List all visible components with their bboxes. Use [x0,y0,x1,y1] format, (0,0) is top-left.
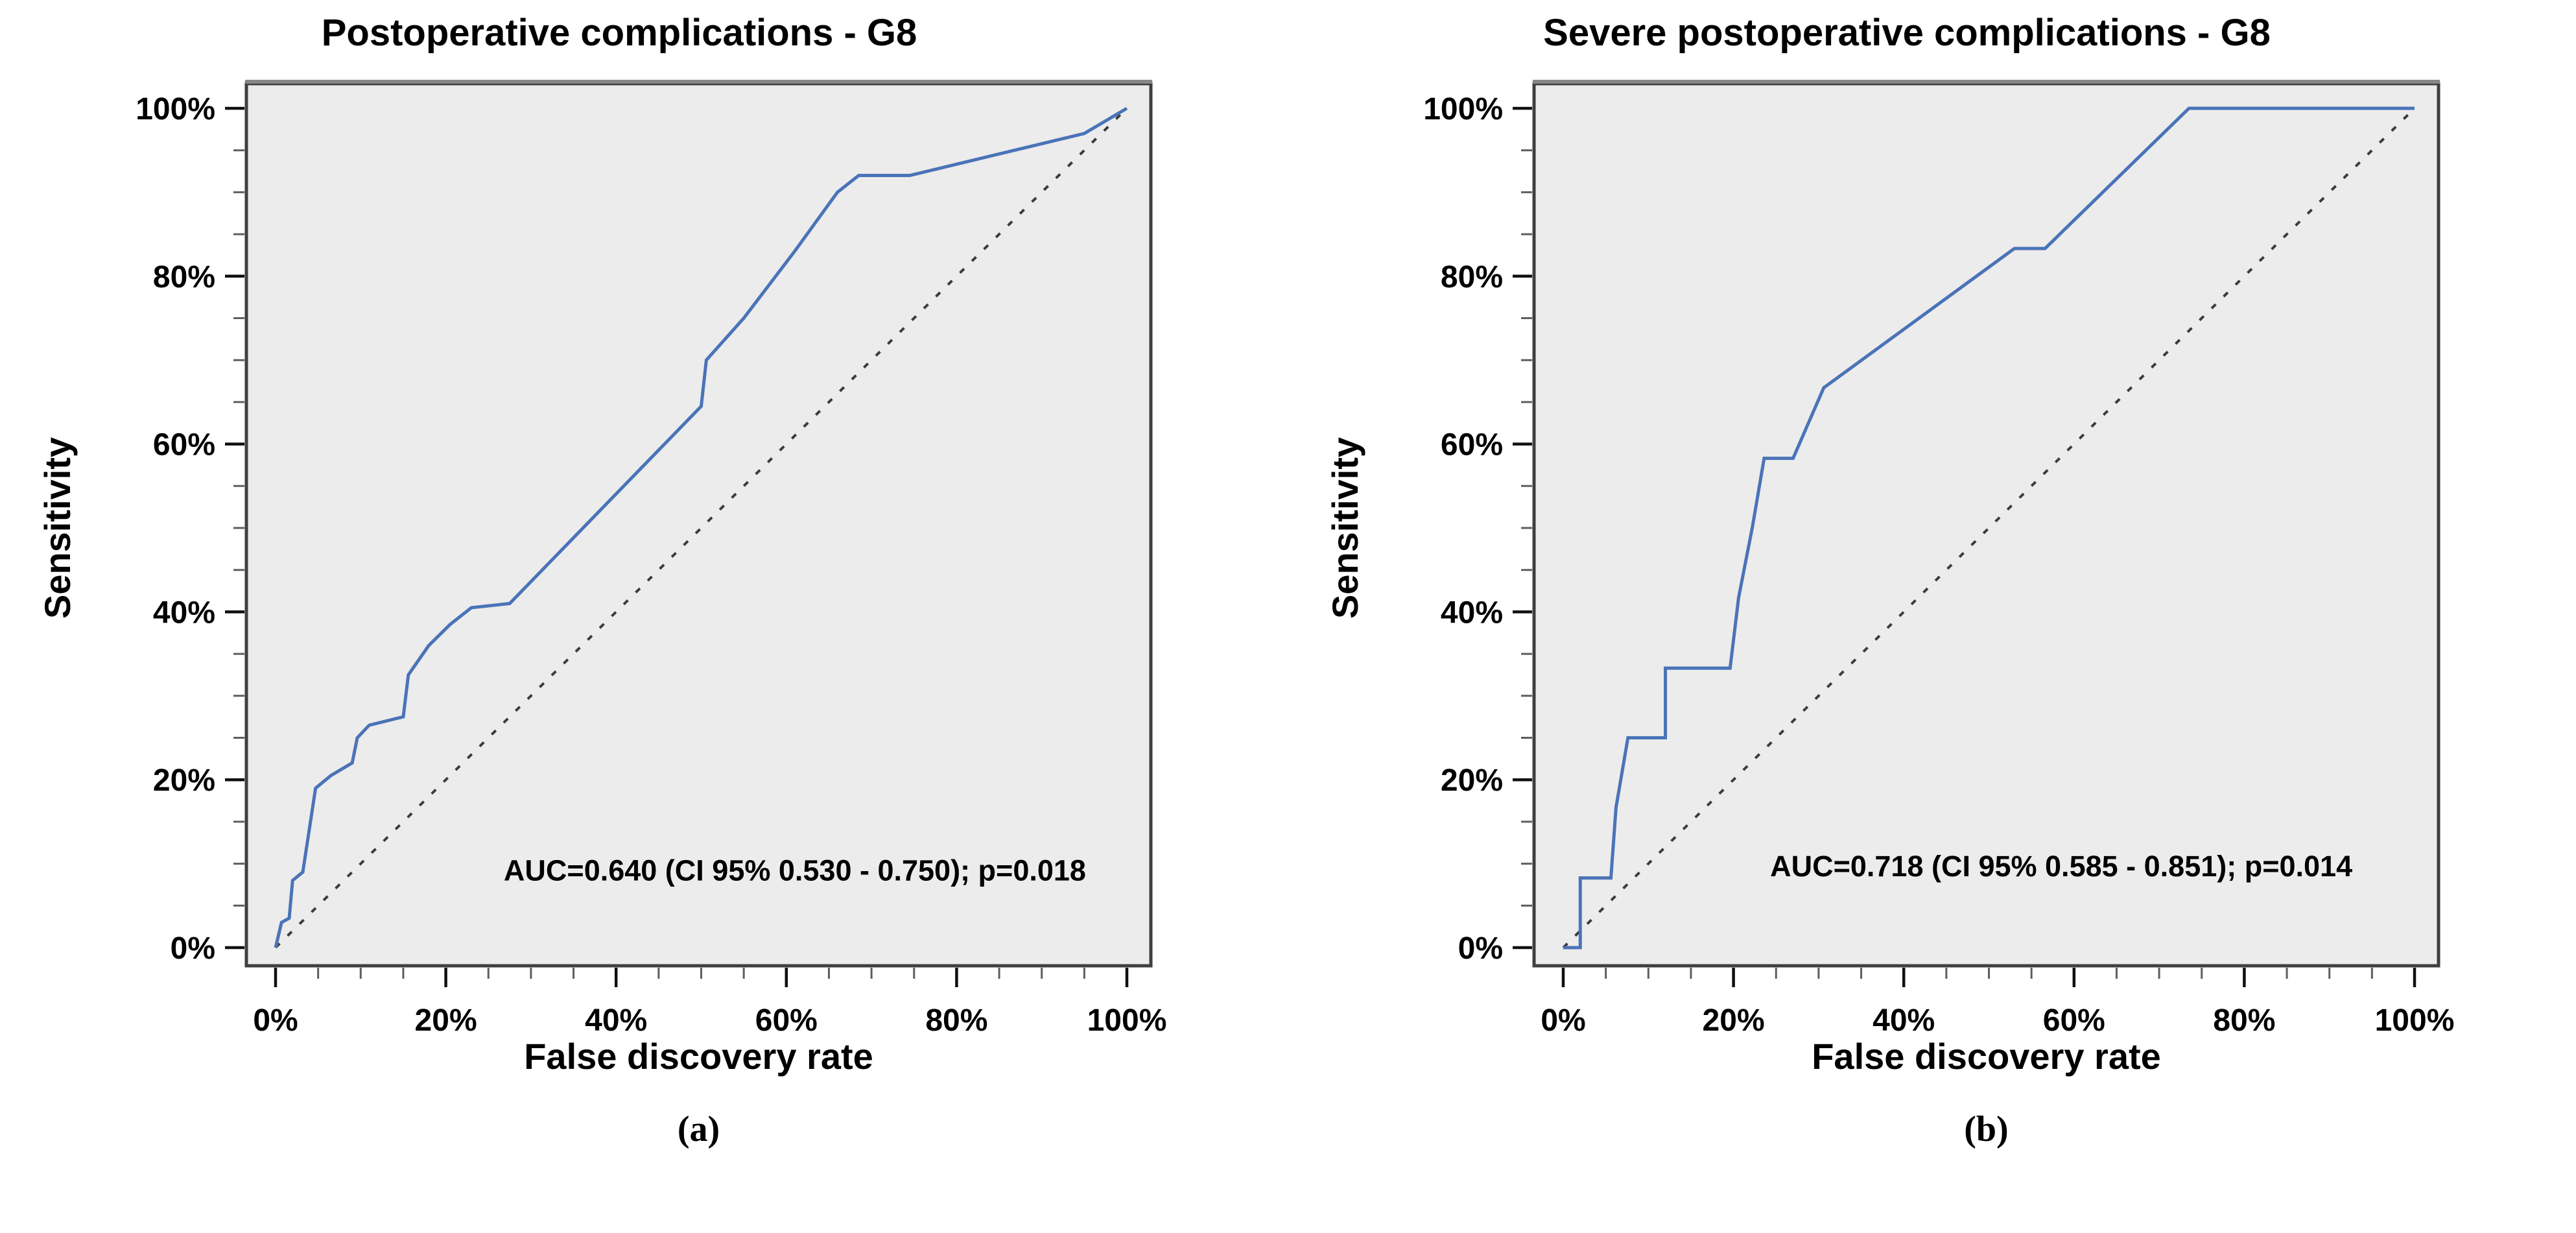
y-tick-label: 80% [153,260,215,294]
subfigure-caption-b: (b) [1964,1109,2009,1149]
y-tick-label: 60% [1441,428,1503,462]
x-axis-label-b: False discovery rate [1812,1036,2161,1077]
y-tick-label: 20% [153,763,215,798]
x-tick-label: 0% [1541,1003,1585,1034]
x-tick-label: 0% [253,1003,298,1034]
chart-title-a: Postoperative complications - G8 [321,12,917,54]
plot-area [244,82,1153,968]
roc-curve [1563,106,2415,950]
x-tick-label: 60% [2043,1003,2105,1034]
y-tick-label: 100% [1423,92,1503,126]
roc-plot-a: 0% 0% 20% 20% 40% 40% 60% 60% 80% 80% 100% 100% AUC=… [37,80,1167,1034]
x-tick-label: 40% [585,1003,647,1034]
x-tick-label: 40% [1873,1003,1935,1034]
y-tick-label: 60% [153,428,215,462]
panel-b: Severe postoperative complications - G8 … [1288,5,2575,1233]
x-axis-label-a: False discovery rate [524,1036,873,1077]
x-tick-label: 60% [755,1003,818,1034]
y-tick-label: 0% [1458,931,1503,966]
plot-area [1532,82,2440,968]
x-tick-label: 80% [2213,1003,2275,1034]
panel-a: Postoperative complications - G8 0% 0% 20%… [0,5,1288,1233]
y-tick-label: 20% [1441,763,1503,798]
subfigure-caption-a: (a) [677,1109,720,1149]
x-tick-label: 100% [2375,1003,2455,1034]
auc-annotation: AUC=0.640 (CI 95% 0.530 - 0.750); p=0.01… [504,854,1086,887]
y-tick-label: 100% [136,92,215,126]
roc-curve [274,106,1128,948]
y-tick-label: 80% [1441,260,1503,294]
x-tick-label: 80% [925,1003,987,1034]
roc-plot-b: 0% 0% 20% 20% 40% 40% 60% 60% 80% 80% 100% 100% AUC=… [1325,80,2455,1034]
x-tick-label: 100% [1087,1003,1167,1034]
y-axis-label: Sensitivity [37,437,78,619]
y-tick-label: 0% [171,931,215,966]
reference-diagonal [1562,107,2416,949]
y-tick-label: 40% [153,595,215,630]
x-tick-label: 20% [1703,1003,1765,1034]
y-axis-label: Sensitivity [1325,437,1365,619]
auc-annotation: AUC=0.718 (CI 95% 0.585 - 0.851); p=0.01… [1770,850,2352,883]
y-tick-label: 40% [1441,595,1503,630]
x-tick-label: 20% [415,1003,477,1034]
chart-title-b: Severe postoperative complications - G8 [1543,12,2271,54]
reference-diagonal [274,107,1128,949]
